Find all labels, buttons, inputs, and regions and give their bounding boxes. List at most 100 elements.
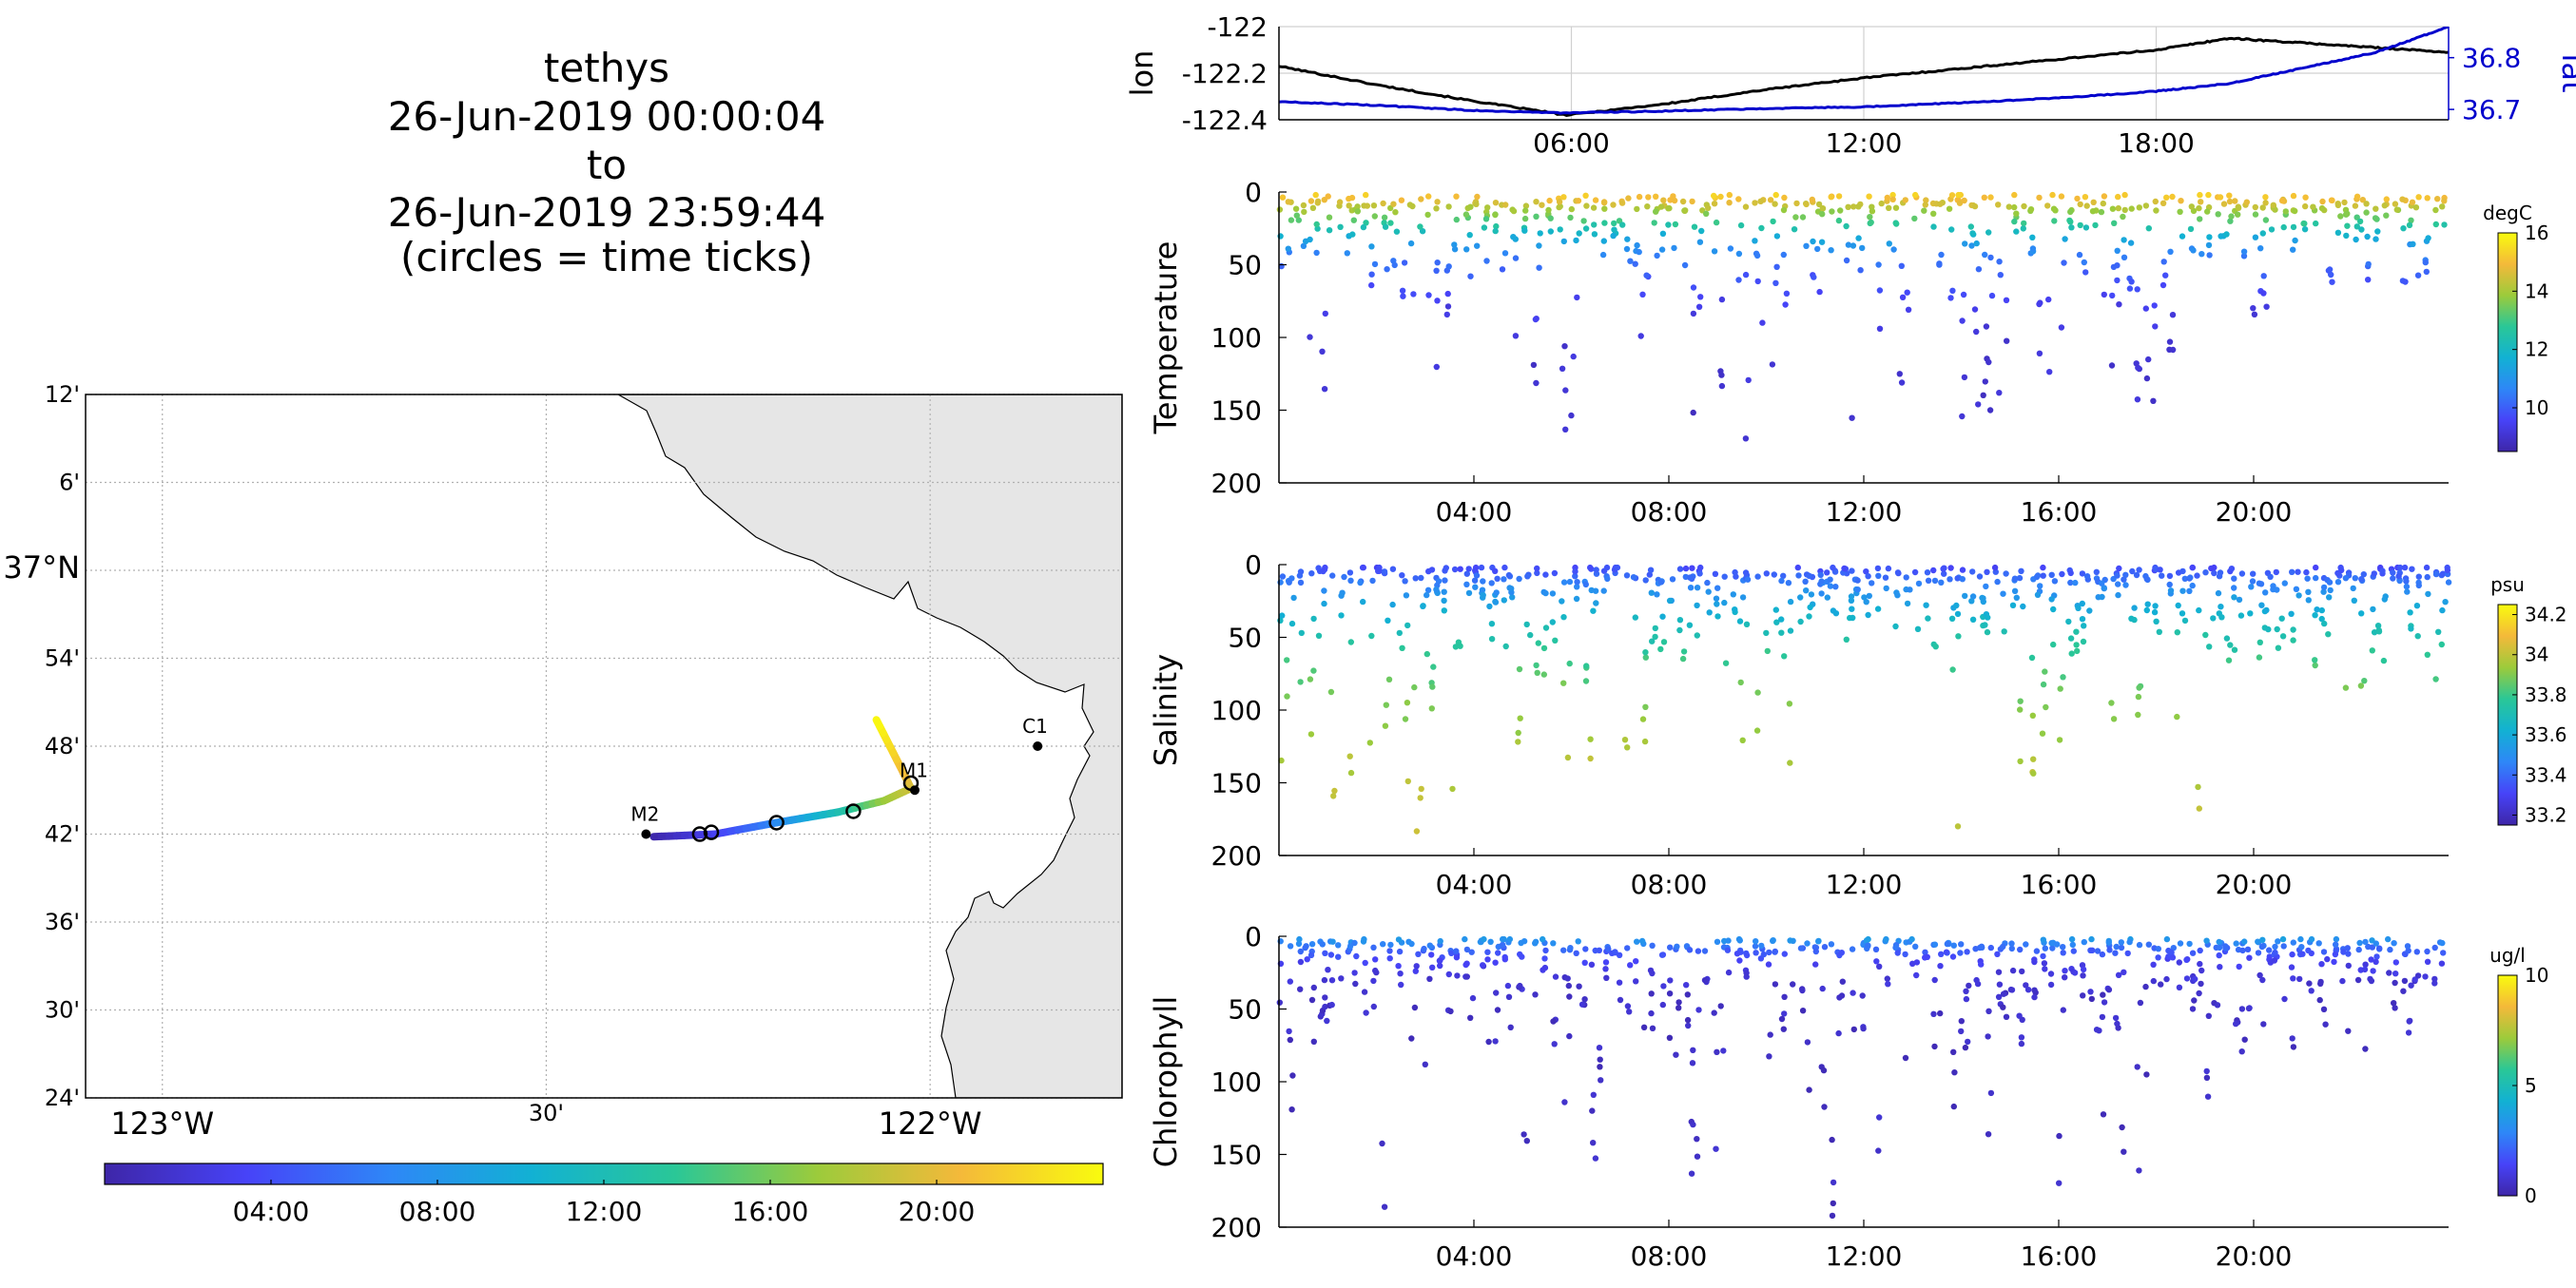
scatter-point — [1772, 949, 1778, 955]
scatter-point — [1915, 580, 1923, 587]
scatter-point — [2115, 193, 2121, 201]
scatter-point — [2403, 583, 2411, 590]
scatter-point — [1399, 644, 1405, 651]
scatter-point — [2396, 564, 2404, 571]
scatter-point — [2050, 205, 2058, 212]
scatter-point — [1433, 267, 1440, 274]
scatter-point — [1603, 564, 1611, 571]
scatter-point — [1745, 376, 1752, 384]
scatter-point — [1983, 323, 1990, 330]
scatter-point — [1492, 599, 1500, 606]
scatter-point — [1285, 199, 1292, 205]
scatter-point — [1346, 943, 1354, 950]
scatter-point — [2320, 949, 2328, 955]
scatter-point — [2415, 582, 2422, 589]
scatter-point — [2318, 961, 2325, 968]
scatter-point — [2233, 1020, 2239, 1028]
scatter-point — [1582, 192, 1589, 199]
scatter-point — [2280, 223, 2287, 231]
scatter-point — [1803, 201, 1810, 208]
x-tick-label: 16:00 — [2021, 869, 2098, 900]
scatter-point — [2105, 987, 2113, 993]
scatter-point — [2424, 651, 2431, 658]
scatter-point — [1433, 363, 1441, 371]
scatter-point — [2334, 579, 2342, 586]
scatter-point — [1488, 580, 1495, 586]
scatter-point — [2344, 210, 2351, 217]
scatter-point — [1434, 298, 1441, 304]
map-lon-tick-label: 122°W — [879, 1105, 982, 1142]
scatter-point — [1886, 204, 1892, 211]
scatter-point — [1562, 387, 1569, 394]
scatter-point — [2275, 644, 2282, 651]
scatter-point — [1819, 985, 1826, 992]
scatter-point — [1600, 238, 1608, 244]
scatter-point — [1444, 290, 1451, 298]
scatter-point — [1351, 970, 1358, 976]
y-tick-label: 100 — [1211, 1067, 1262, 1098]
scatter-point — [1695, 948, 1702, 954]
scatter-point — [1590, 204, 1598, 211]
scatter-point — [2047, 971, 2055, 977]
scatter-point — [1682, 565, 1690, 572]
scatter-point — [1385, 676, 1393, 682]
scatter-point — [2216, 944, 2223, 952]
scatter-point — [1978, 961, 1985, 968]
scatter-point — [1937, 963, 1944, 970]
scatter-point — [2278, 197, 2286, 204]
scatter-point — [2365, 260, 2372, 268]
scatter-point — [1931, 941, 1939, 948]
scatter-point — [2308, 988, 2315, 994]
scatter-point — [1869, 208, 1876, 215]
scatter-point — [1429, 964, 1436, 971]
time-colorbar-tick-label: 12:00 — [566, 1196, 643, 1227]
scatter-point — [1502, 202, 1509, 208]
scatter-point — [2101, 585, 2107, 592]
scatter-point — [1866, 193, 1872, 200]
scatter-point — [1328, 1001, 1335, 1009]
scatter-point — [1325, 967, 1331, 973]
scatter-point — [2114, 572, 2121, 579]
scatter-point — [1849, 946, 1856, 952]
scatter-point — [2160, 200, 2167, 206]
scatter-point — [1941, 570, 1947, 577]
scatter-point — [1592, 587, 1599, 594]
scatter-point — [1816, 288, 1823, 296]
scatter-point — [2270, 583, 2276, 589]
scatter-point — [2088, 935, 2095, 943]
scatter-point — [1925, 577, 1932, 584]
scatter-point — [1346, 569, 1354, 576]
scatter-point — [1587, 755, 1594, 762]
scatter-point — [1902, 1054, 1909, 1062]
scatter-point — [1646, 571, 1654, 578]
scatter-point — [1315, 632, 1323, 639]
scatter-point — [1396, 948, 1404, 955]
scatter-point — [1327, 952, 1335, 958]
scatter-point — [1726, 191, 1733, 199]
scatter-point — [1300, 242, 1307, 249]
scatter-point — [2144, 601, 2151, 607]
scatter-point — [1830, 1200, 1837, 1207]
scatter-point — [1961, 374, 1968, 381]
scatter-point — [1959, 576, 1966, 583]
scatter-point — [2290, 975, 2296, 982]
scatter-point — [2211, 569, 2218, 577]
scatter-point — [1743, 621, 1751, 627]
scatter-point — [1902, 951, 1908, 958]
scatter-point — [2333, 941, 2339, 948]
scatter-point — [1886, 240, 1893, 247]
scatter-point — [2152, 323, 2159, 330]
scatter-point — [2404, 588, 2411, 595]
scatter-point — [2250, 305, 2256, 312]
scatter-point — [1839, 978, 1847, 985]
scatter-point — [1718, 296, 1726, 303]
scatter-point — [2305, 947, 2312, 954]
scatter-point — [1802, 578, 1809, 585]
x-tick-label: 08:00 — [1631, 496, 1708, 528]
scatter-point — [1376, 564, 1383, 571]
scatter-point — [1969, 593, 1977, 600]
scatter-point — [1463, 570, 1471, 577]
scatter-point — [2392, 979, 2398, 987]
scatter-point — [1649, 970, 1656, 977]
scatter-point — [2313, 574, 2319, 582]
